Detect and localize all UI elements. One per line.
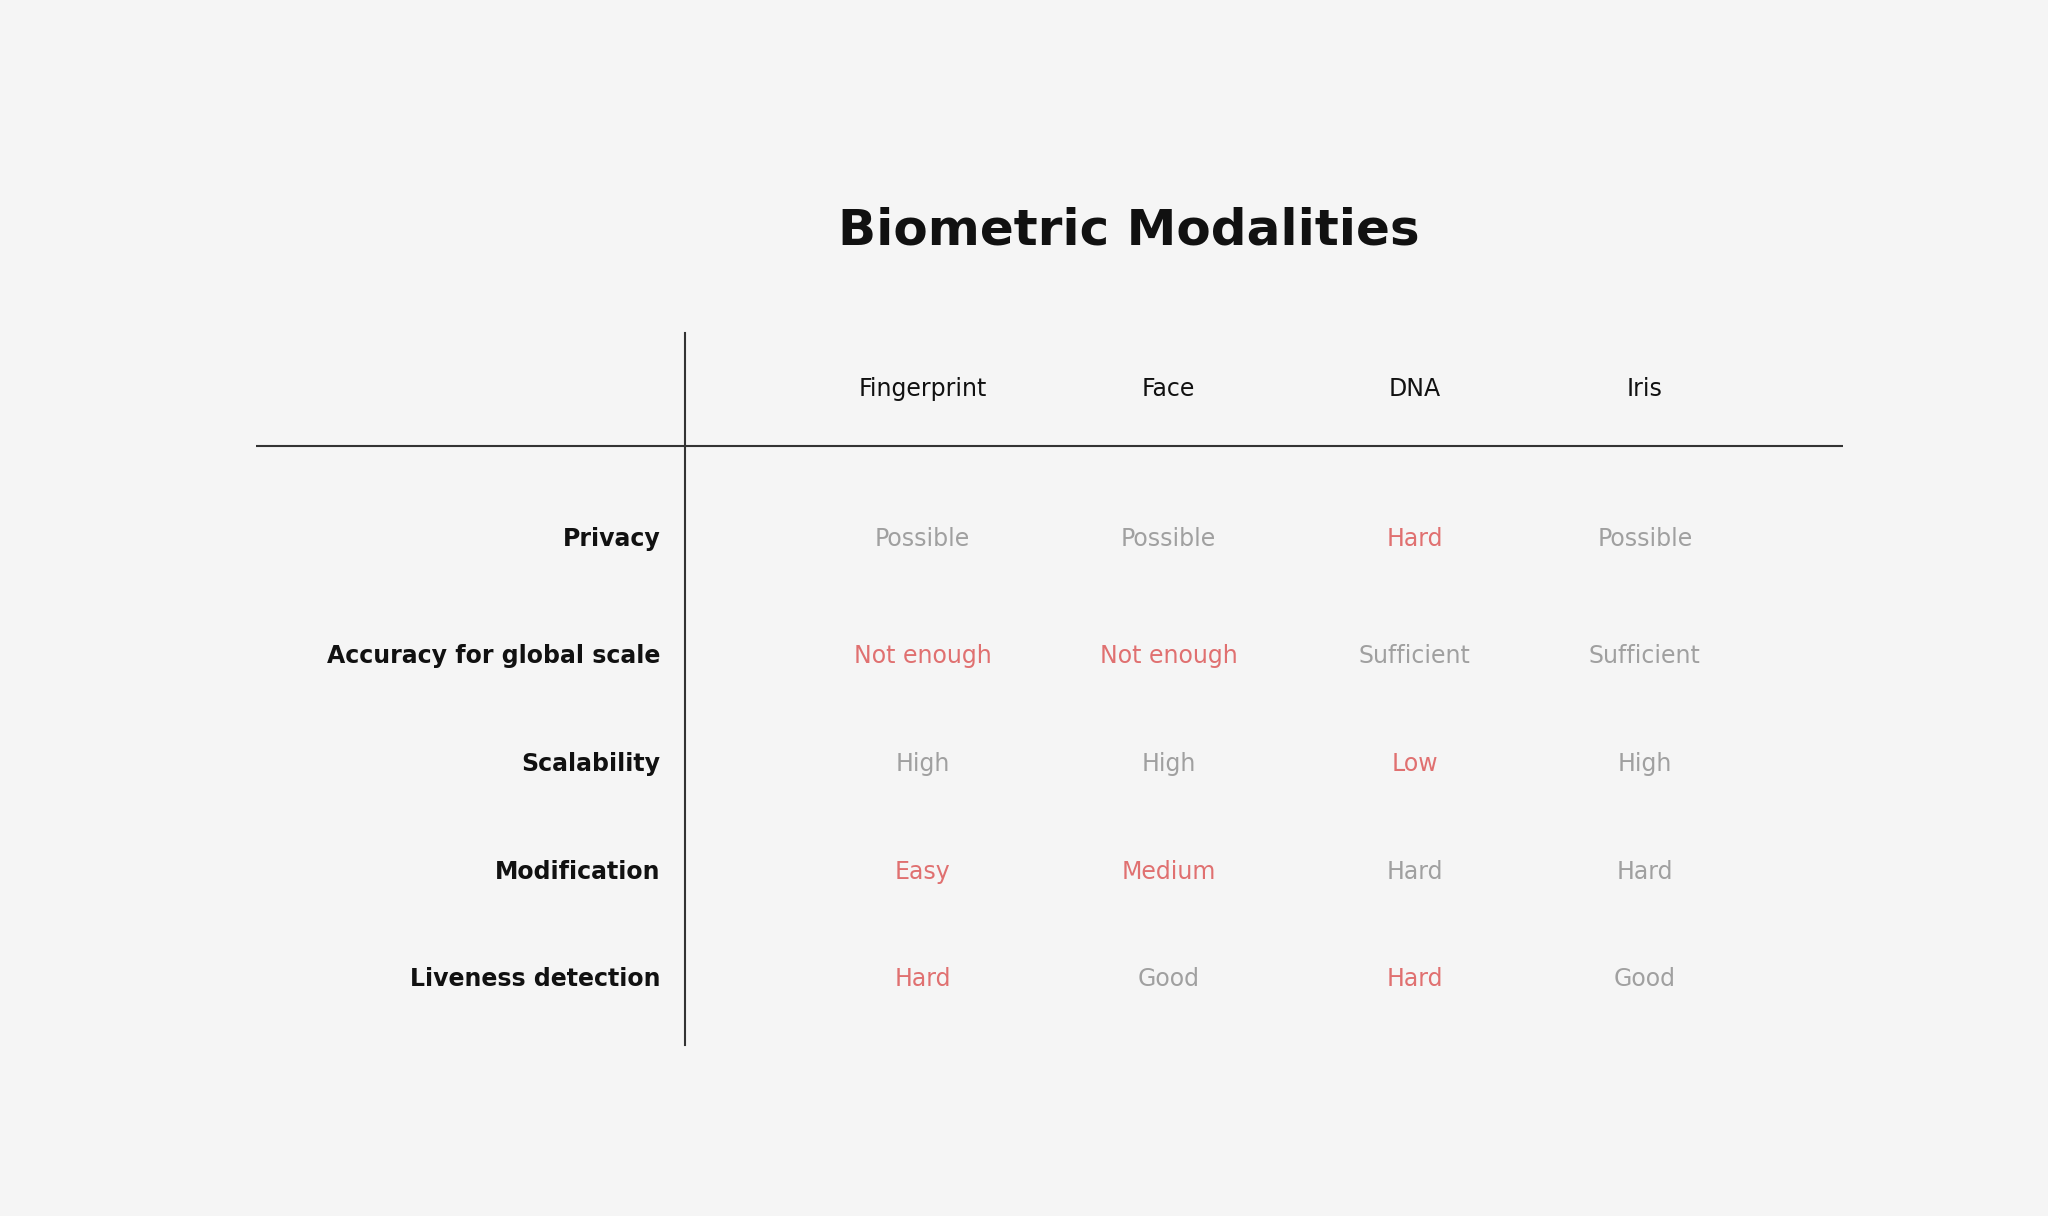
Text: Possible: Possible <box>1120 528 1217 551</box>
Text: Scalability: Scalability <box>522 751 662 776</box>
Text: Not enough: Not enough <box>854 644 991 669</box>
Text: Possible: Possible <box>1597 528 1692 551</box>
Text: Not enough: Not enough <box>1100 644 1237 669</box>
Text: Fingerprint: Fingerprint <box>858 377 987 401</box>
Text: Possible: Possible <box>874 528 971 551</box>
Text: High: High <box>1618 751 1671 776</box>
Text: Hard: Hard <box>1386 860 1444 884</box>
Text: Hard: Hard <box>895 967 950 991</box>
Text: Face: Face <box>1143 377 1196 401</box>
Text: Biometric Modalities: Biometric Modalities <box>838 207 1419 254</box>
Text: Privacy: Privacy <box>563 528 662 551</box>
Text: Iris: Iris <box>1626 377 1663 401</box>
Text: Good: Good <box>1137 967 1200 991</box>
Text: Easy: Easy <box>895 860 950 884</box>
Text: Accuracy for global scale: Accuracy for global scale <box>328 644 662 669</box>
Text: High: High <box>895 751 950 776</box>
Text: Hard: Hard <box>1386 528 1444 551</box>
Text: Good: Good <box>1614 967 1675 991</box>
Text: Modification: Modification <box>496 860 662 884</box>
Text: Hard: Hard <box>1386 967 1444 991</box>
Text: Medium: Medium <box>1122 860 1217 884</box>
Text: Sufficient: Sufficient <box>1589 644 1700 669</box>
Text: DNA: DNA <box>1389 377 1440 401</box>
Text: Hard: Hard <box>1616 860 1673 884</box>
Text: Liveness detection: Liveness detection <box>410 967 662 991</box>
Text: Sufficient: Sufficient <box>1358 644 1470 669</box>
Text: Low: Low <box>1391 751 1438 776</box>
Text: High: High <box>1141 751 1196 776</box>
